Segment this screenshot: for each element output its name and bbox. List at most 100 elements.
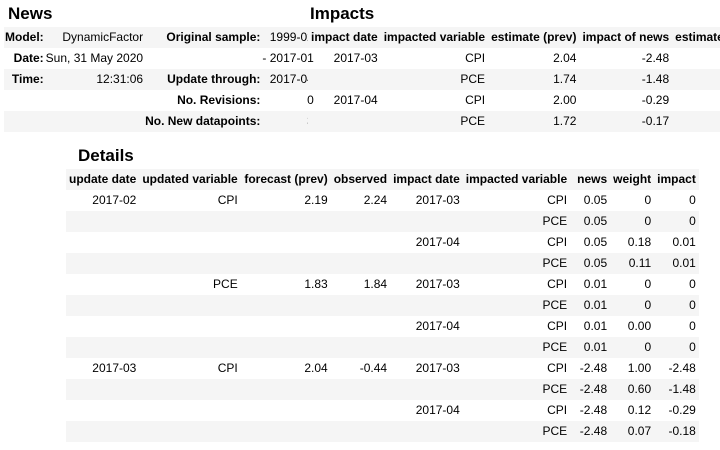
empty-cell	[66, 253, 139, 274]
cell: 0.01	[583, 277, 608, 291]
empty-cell	[139, 400, 240, 421]
cell: 2017-04	[415, 403, 460, 417]
table-row: 2017-04 CPI 0.01 0.00 0	[66, 316, 699, 337]
impacts-section: Impacts impact date impacted variable esti…	[308, 4, 720, 132]
cell: CPI	[465, 51, 486, 65]
empty-cell	[390, 421, 463, 442]
cell: CPI	[465, 93, 486, 107]
cell: 0.05	[583, 214, 608, 228]
column-header: news	[577, 172, 608, 186]
cell: 2.00	[553, 93, 577, 107]
cell: 0.01	[672, 235, 696, 249]
column-header: observed	[333, 172, 388, 186]
cell: 0.26	[672, 69, 720, 90]
cell: CPI	[547, 193, 568, 207]
empty-cell	[390, 379, 463, 400]
column-header: estimate (prev)	[491, 30, 577, 44]
cell: CPI	[217, 361, 238, 375]
empty-cell	[390, 253, 463, 274]
cell: CPI	[547, 361, 568, 375]
table-row: 2017-02 CPI 2.19 2.24 2017-03 CPI 0.05 0 0	[66, 190, 699, 211]
empty-cell	[139, 316, 240, 337]
cell: 0	[644, 340, 652, 354]
cell: -0.29	[668, 403, 696, 417]
table-row: PCE 0.01 0 0	[66, 295, 699, 316]
cell: -2.48	[579, 424, 608, 438]
news-table: Model: DynamicFactor Original sample: 1999-…	[4, 27, 315, 132]
empty-cell	[66, 232, 139, 253]
cell: 3	[307, 114, 314, 128]
cell: 1.72	[553, 114, 577, 128]
column-header: impact	[657, 172, 696, 186]
empty-cell	[308, 111, 381, 132]
cell: 12:31:06	[96, 72, 144, 86]
empty-cell	[66, 421, 139, 442]
empty-cell	[331, 421, 390, 442]
table-row: PCE 1.83 1.84 2017-03 CPI 0.01 0 0	[66, 274, 699, 295]
cell: 0	[689, 277, 696, 291]
empty-cell	[331, 211, 390, 232]
cell: 0.01	[583, 298, 608, 312]
cell: 2017-04	[415, 235, 460, 249]
empty-cell	[144, 48, 261, 69]
cell: No. Revisions:	[177, 93, 261, 107]
cell: 0	[644, 214, 652, 228]
cell: PCE	[460, 114, 486, 128]
empty-cell	[331, 337, 390, 358]
empty-cell	[66, 211, 139, 232]
cell: -2.48	[579, 361, 608, 375]
empty-cell	[66, 295, 139, 316]
column-header: impact of news	[582, 30, 670, 44]
empty-cell	[331, 295, 390, 316]
empty-cell	[66, 379, 139, 400]
empty-cell	[241, 337, 331, 358]
table-row: Date: Sun, 31 May 2020 - 2017-01	[4, 48, 315, 69]
cell: 2.19	[304, 193, 328, 207]
impacts-table: impact date impacted variable estimate (pr…	[308, 27, 720, 132]
cell: -2.48	[579, 403, 608, 417]
cell: 0.00	[627, 319, 652, 333]
cell: 0.12	[627, 403, 652, 417]
cell: 0	[307, 93, 314, 107]
cell: 1.74	[553, 72, 577, 86]
cell: 2017-02	[92, 193, 137, 207]
cell: 2.04	[304, 361, 328, 375]
cell: CPI	[547, 277, 568, 291]
cell: PCE	[542, 424, 568, 438]
empty-cell	[4, 90, 45, 111]
empty-cell	[331, 253, 390, 274]
table-row: 2017-04 CPI 2.00 -0.291.72	[308, 90, 720, 111]
empty-cell	[241, 211, 331, 232]
cell: CPI	[547, 403, 568, 417]
column-header: impacted variable	[383, 30, 486, 44]
empty-cell	[139, 379, 240, 400]
table-row: Model: DynamicFactor Original sample: 1999-…	[4, 27, 315, 48]
cell: CPI	[547, 319, 568, 333]
cell: 0	[644, 193, 652, 207]
cell: 1.72	[672, 90, 720, 111]
cell: PCE	[542, 340, 568, 354]
cell: DynamicFactor	[62, 30, 144, 44]
column-header: estimate (new)	[675, 30, 720, 44]
cell: 0	[689, 319, 696, 333]
table-row: PCE -2.48 0.07 -0.18	[66, 421, 699, 442]
empty-cell	[390, 337, 463, 358]
cell: PCE	[460, 72, 486, 86]
details-table: update date updated variable forecast (pre…	[66, 169, 699, 442]
cell: 2017-03	[415, 193, 460, 207]
cell: PCE	[542, 382, 568, 396]
cell: 1999-02	[269, 30, 314, 44]
cell: -0.44	[672, 48, 720, 69]
cell: Original sample:	[166, 30, 261, 44]
news-section: News Model: DynamicFactor Original sample:…	[4, 4, 315, 132]
cell: -0.44	[359, 361, 388, 375]
news-title: News	[8, 4, 53, 23]
table-row: 2017-03 CPI 2.04 -2.48-0.44	[308, 48, 720, 69]
impacts-title: Impacts	[310, 4, 375, 23]
cell: -2.48	[668, 361, 696, 375]
empty-cell	[241, 316, 331, 337]
empty-cell	[241, 253, 331, 274]
cell: 0	[689, 214, 696, 228]
empty-cell	[390, 211, 463, 232]
empty-cell	[241, 421, 331, 442]
